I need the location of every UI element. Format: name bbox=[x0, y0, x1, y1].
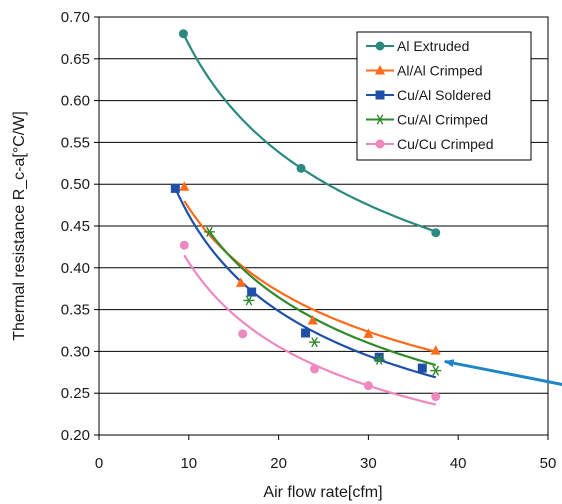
data-point-0-1 bbox=[296, 163, 306, 173]
data-point-2-3 bbox=[374, 352, 384, 362]
y-tick-label: 0.55 bbox=[61, 134, 90, 151]
data-point-1-0 bbox=[179, 181, 190, 191]
y-axis-title: Thermal resistance R_c-a[°C/W] bbox=[11, 111, 28, 341]
y-tick-label: 0.30 bbox=[61, 343, 90, 360]
plot-area-frame bbox=[98, 16, 549, 436]
x-tick-label: 40 bbox=[450, 455, 467, 472]
y-tick-label: 0.35 bbox=[61, 302, 90, 319]
data-point-legend-2 bbox=[375, 90, 385, 100]
y-tick-label: 0.60 bbox=[61, 93, 90, 110]
legend: Al Extruded Al/Al Crimped Cu/Al Soldered Cu… bbox=[356, 31, 532, 161]
data-point-3-0 bbox=[203, 226, 215, 237]
data-point-1-2 bbox=[307, 314, 318, 325]
legend-label-1: Al/Al Crimped bbox=[397, 63, 483, 79]
legend-label-3: Cu/Al Crimped bbox=[397, 112, 488, 128]
y-tick-label: 0.25 bbox=[61, 385, 90, 402]
x-tick-label: 0 bbox=[95, 455, 103, 472]
data-point-4-2 bbox=[310, 364, 320, 374]
x-axis-ticks: 0 10 20 30 40 50 bbox=[95, 435, 557, 472]
data-markers bbox=[170, 29, 442, 402]
data-point-2-2 bbox=[301, 328, 311, 338]
fit-curve-series-4 bbox=[183, 254, 437, 406]
data-point-1-3 bbox=[363, 328, 374, 338]
data-point-legend-1 bbox=[375, 65, 385, 75]
data-point-3-1 bbox=[243, 295, 255, 306]
legend-label-4: Cu/Cu Crimped bbox=[397, 136, 493, 152]
x-tick-label: 10 bbox=[180, 455, 197, 472]
data-point-3-3 bbox=[373, 354, 385, 365]
y-tick-label: 0.50 bbox=[61, 176, 90, 193]
x-axis-title: Air flow rate[cfm] bbox=[263, 484, 382, 501]
legend-label-2: Cu/Al Soldered bbox=[397, 87, 491, 103]
data-point-0-2 bbox=[431, 228, 441, 238]
data-point-4-4 bbox=[431, 392, 441, 402]
data-point-2-0 bbox=[170, 183, 180, 193]
data-point-3-4 bbox=[430, 365, 442, 376]
fit-curves bbox=[174, 33, 437, 406]
data-point-0-0 bbox=[178, 29, 188, 39]
y-tick-label: 0.40 bbox=[61, 260, 90, 277]
data-point-legend-4 bbox=[375, 139, 385, 149]
data-point-legend-0 bbox=[375, 41, 385, 51]
fit-curve-series-0 bbox=[182, 33, 437, 233]
data-point-3-2 bbox=[309, 337, 321, 348]
y-tick-label: 0.45 bbox=[61, 218, 90, 235]
data-point-4-1 bbox=[238, 329, 248, 339]
data-point-1-1 bbox=[235, 277, 246, 287]
data-point-legend-3 bbox=[374, 114, 386, 125]
data-point-2-4 bbox=[417, 363, 427, 373]
data-point-2-1 bbox=[247, 287, 257, 297]
legend-label-0: Al Extruded bbox=[397, 38, 469, 54]
y-tick-label: 0.20 bbox=[61, 427, 90, 444]
y-tick-label: 0.70 bbox=[61, 9, 90, 26]
x-tick-label: 20 bbox=[270, 455, 287, 472]
data-point-1-4 bbox=[430, 345, 441, 355]
x-tick-label: 50 bbox=[540, 455, 557, 472]
fit-curve-series-3 bbox=[208, 231, 437, 367]
annotation-arrow bbox=[443, 359, 562, 386]
x-tick-label: 30 bbox=[360, 455, 377, 472]
fit-curve-series-2 bbox=[174, 187, 437, 379]
data-point-4-0 bbox=[179, 240, 189, 250]
data-point-4-3 bbox=[363, 381, 373, 391]
y-tick-label: 0.65 bbox=[61, 51, 90, 68]
y-axis-ticks: 0.20 0.25 0.30 0.35 0.40 0.45 0.50 0.55 0.60 0.65… bbox=[61, 9, 99, 444]
